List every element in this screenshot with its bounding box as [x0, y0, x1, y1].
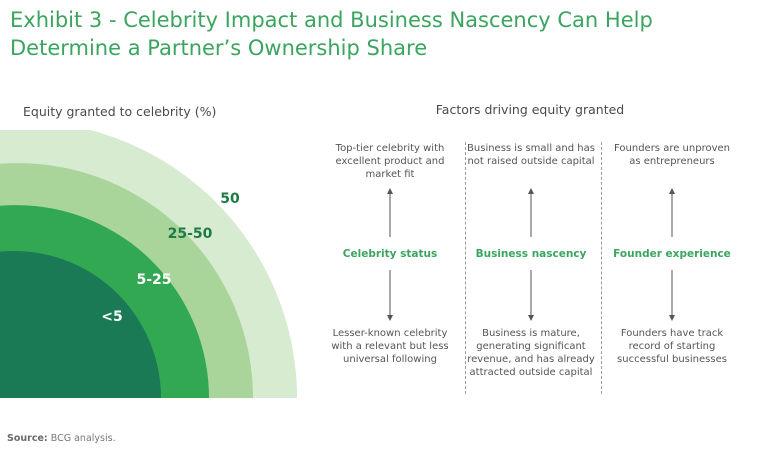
ring-label-50: 50	[220, 191, 240, 207]
celebrity-status-top-text: Top-tier celebrity with excellent produc…	[335, 143, 445, 180]
business-nascency-top-text: Business is small and has not raised out…	[467, 143, 595, 167]
source-note: Source: BCG analysis.	[7, 433, 116, 444]
rings-heading: Equity granted to celebrity (%)	[23, 104, 217, 119]
column-divider-1	[465, 142, 466, 394]
ring-label-25-50: 25-50	[168, 226, 213, 242]
founder-experience-bottom-text: Founders have track record of starting s…	[617, 328, 727, 365]
column-divider-2	[601, 142, 602, 394]
title-line-1: Exhibit 3 - Celebrity Impact and Busines…	[10, 8, 653, 32]
source-label: Source:	[7, 433, 48, 444]
source-text: BCG analysis.	[50, 433, 116, 444]
business-nascency-bottom-text: Business is mature, generating significa…	[467, 328, 595, 378]
exhibit-title: Exhibit 3 - Celebrity Impact and Busines…	[10, 6, 750, 62]
ring-label-under-5: <5	[101, 309, 122, 325]
celebrity-status-bottom-text: Lesser-known celebrity with a relevant b…	[331, 328, 449, 365]
factor-founder-experience: Founder experience	[613, 248, 731, 260]
ring-under-5	[0, 251, 161, 398]
ring-label-5-25: 5-25	[136, 272, 171, 288]
factor-celebrity-status: Celebrity status	[342, 248, 438, 260]
title-line-2: Determine a Partner’s Ownership Share	[10, 36, 428, 60]
factors-heading: Factors driving equity granted	[435, 102, 625, 117]
founder-experience-top-text: Founders are unproven as entrepreneurs	[614, 143, 730, 167]
factor-business-nascency: Business nascency	[475, 248, 587, 260]
